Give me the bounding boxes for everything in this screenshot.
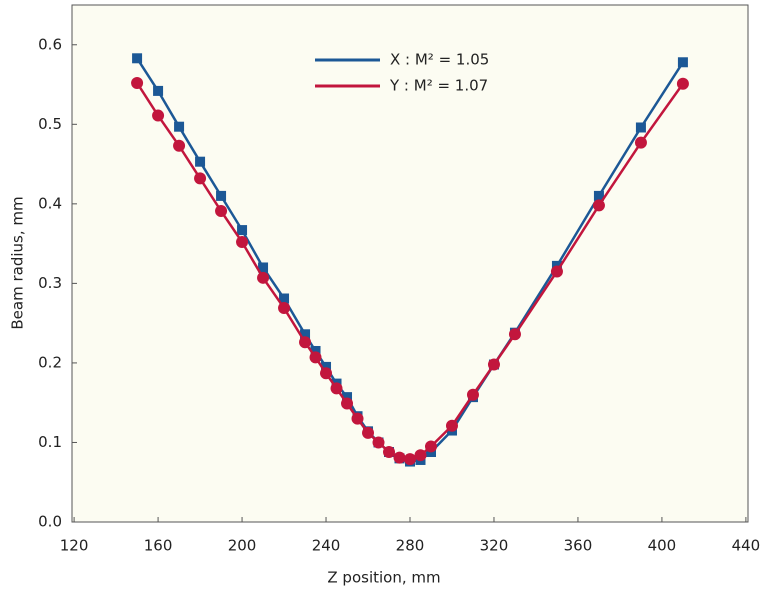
x-tick-label: 240 [312, 537, 341, 555]
marker [677, 57, 688, 68]
x-tick-label: 160 [144, 537, 173, 555]
x-tick-label: 120 [60, 537, 89, 555]
x-tick-label: 360 [564, 537, 593, 555]
marker [215, 205, 228, 218]
marker [508, 328, 521, 341]
marker [321, 361, 332, 372]
marker [131, 76, 144, 89]
marker [593, 190, 604, 201]
y-tick-label: 0.4 [38, 194, 62, 212]
y-tick-label: 0.6 [38, 35, 62, 53]
marker [424, 440, 437, 453]
marker [279, 293, 290, 304]
marker [550, 265, 563, 278]
marker [635, 122, 646, 133]
marker [257, 271, 270, 284]
marker [132, 53, 143, 64]
x-tick-label: 280 [396, 537, 425, 555]
x-tick-label: 400 [648, 537, 677, 555]
marker [676, 77, 689, 90]
marker [383, 446, 396, 459]
marker [309, 351, 322, 364]
marker [414, 449, 427, 462]
x-tick-label: 320 [480, 537, 509, 555]
marker [342, 392, 353, 403]
y-tick-label: 0.0 [38, 513, 62, 531]
marker [404, 453, 416, 466]
marker [299, 336, 312, 349]
marker [487, 358, 500, 371]
x-tick-label: 440 [732, 537, 761, 555]
marker [258, 262, 269, 273]
marker [466, 388, 479, 401]
y-tick-label: 0.3 [38, 274, 62, 292]
y-tick-label: 0.5 [38, 115, 62, 133]
y-axis-title: Beam radius, mm [9, 196, 27, 329]
marker [320, 367, 333, 380]
x-tick-label: 200 [228, 537, 257, 555]
marker [236, 236, 249, 249]
marker [330, 382, 343, 395]
y-tick-label: 0.2 [38, 353, 62, 371]
legend-label: Y : M² = 1.07 [389, 77, 488, 95]
marker [237, 225, 248, 236]
x-axis-title: Z position, mm [327, 569, 440, 587]
marker [300, 329, 311, 340]
marker [634, 136, 647, 149]
marker [174, 121, 185, 132]
marker [194, 172, 207, 185]
marker [216, 190, 227, 201]
marker [362, 426, 375, 439]
legend-label: X : M² = 1.05 [390, 51, 489, 69]
marker [153, 85, 164, 96]
marker [152, 109, 165, 122]
marker [173, 139, 186, 152]
marker [195, 156, 206, 167]
marker [278, 302, 291, 315]
marker [310, 345, 321, 356]
marker [445, 419, 458, 432]
marker [341, 397, 354, 410]
marker [372, 436, 385, 449]
marker [351, 412, 364, 425]
marker [393, 451, 406, 464]
marker [592, 199, 605, 212]
y-tick-label: 0.1 [38, 433, 62, 451]
plot-area [71, 4, 749, 523]
